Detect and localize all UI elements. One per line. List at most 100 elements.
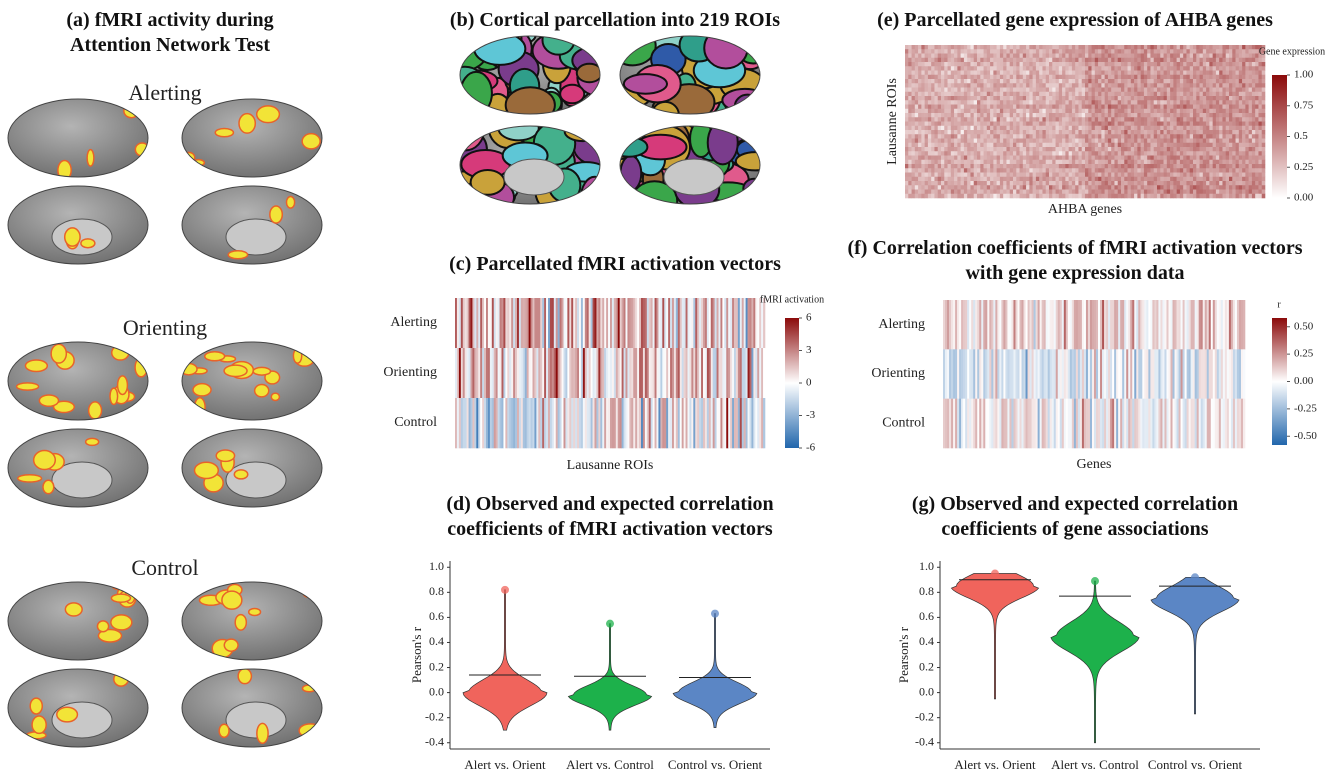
heatmap-cell	[1075, 194, 1079, 199]
heatmap-cell	[624, 398, 626, 448]
heatmap-cell	[1092, 113, 1096, 118]
heatmap-cell	[1059, 168, 1063, 173]
heatmap-cell	[1033, 130, 1037, 135]
heatmap-cell	[1092, 156, 1096, 161]
heatmap-cell	[967, 109, 971, 114]
heatmap-cell	[1144, 177, 1148, 182]
heatmap-cell	[921, 96, 925, 101]
heatmap-cell	[1108, 190, 1112, 195]
heatmap-cell	[1262, 113, 1266, 118]
heatmap-cell	[598, 298, 600, 348]
heatmap-cell	[1108, 126, 1112, 131]
heatmap-cell	[1033, 96, 1037, 101]
heatmap-cell	[1092, 177, 1096, 182]
heatmap-cell	[719, 298, 721, 348]
heatmap-cell	[1226, 130, 1230, 135]
heatmap-cell	[1239, 185, 1243, 190]
heatmap-cell	[571, 298, 573, 348]
heatmap-cell	[1121, 194, 1125, 199]
heatmap-cell	[1232, 173, 1236, 178]
heatmap-cell	[1213, 126, 1217, 131]
heatmap-cell	[1196, 164, 1200, 169]
heatmap-cell	[964, 62, 968, 67]
heatmap-cell	[655, 348, 657, 398]
heatmap-cell	[941, 190, 945, 195]
heatmap-cell	[697, 348, 699, 398]
heatmap-cell	[1062, 117, 1066, 122]
heatmap-cell	[967, 151, 971, 156]
heatmap-cell	[944, 117, 948, 122]
heatmap-cell	[1255, 134, 1259, 139]
heatmap-cell	[997, 105, 1001, 110]
heatmap-cell	[974, 58, 978, 63]
heatmap-cell	[1016, 100, 1020, 105]
heatmap-cell	[1131, 122, 1135, 127]
heatmap-cell	[1059, 75, 1063, 80]
heatmap-cell	[1121, 168, 1125, 173]
heatmap-cell	[1013, 117, 1017, 122]
heatmap-cell	[1118, 71, 1122, 76]
heatmap-cell	[1088, 96, 1092, 101]
heatmap-cell	[931, 122, 935, 127]
heatmap-cell	[1255, 190, 1259, 195]
heatmap-cell	[1157, 66, 1161, 71]
heatmap-cell	[608, 298, 610, 348]
heatmap-cell	[1065, 75, 1069, 80]
heatmap-cell	[1232, 113, 1236, 118]
heatmap-cell	[1101, 117, 1105, 122]
heatmap-cell	[1147, 177, 1151, 182]
heatmap-cell	[1056, 62, 1060, 67]
heatmap-cell	[967, 134, 971, 139]
heatmap-cell	[1085, 100, 1089, 105]
heatmap-cell	[1236, 71, 1240, 76]
heatmap-cell	[1046, 130, 1050, 135]
heatmap-cell	[1131, 130, 1135, 135]
heatmap-cell	[912, 117, 916, 122]
heatmap-cell	[961, 45, 965, 50]
heatmap-cell	[1141, 181, 1145, 186]
heatmap-cell	[1157, 58, 1161, 63]
heatmap-cell	[1078, 83, 1082, 88]
heatmap-cell	[1170, 49, 1174, 54]
heatmap-cell	[957, 88, 961, 93]
heatmap-cell	[1221, 300, 1223, 350]
heatmap-cell	[602, 298, 604, 348]
activation	[183, 152, 194, 162]
heatmap-cell	[1010, 164, 1014, 169]
heatmap-cell	[1114, 88, 1118, 93]
heatmap-cell	[990, 88, 994, 93]
heatmap-cell	[720, 398, 722, 448]
y-tick-label: 0.2	[429, 659, 444, 673]
heatmap-cell	[674, 298, 676, 348]
heatmap-cell	[1173, 147, 1177, 152]
heatmap-cell	[1111, 177, 1115, 182]
heatmap-cell	[931, 92, 935, 97]
heatmap-cell	[941, 151, 945, 156]
heatmap-cell	[1226, 88, 1230, 93]
heatmap-cell	[938, 156, 942, 161]
heatmap-cell	[921, 139, 925, 144]
heatmap-cell	[1150, 75, 1154, 80]
heatmap-cell	[1062, 181, 1066, 186]
heatmap-cell	[1190, 58, 1194, 63]
heatmap-cell	[527, 348, 529, 398]
heatmap-cell	[1088, 185, 1092, 190]
heatmap-cell	[938, 173, 942, 178]
heatmap-cell	[1190, 190, 1194, 195]
heatmap-cell	[954, 58, 958, 63]
heatmap-cell	[1124, 83, 1128, 88]
heatmap-cell	[977, 83, 981, 88]
heatmap-cell	[1088, 173, 1092, 178]
heatmap-cell	[1252, 92, 1256, 97]
heatmap-cell	[1216, 147, 1220, 152]
heatmap-cell	[1232, 181, 1236, 186]
heatmap-cell	[670, 398, 672, 448]
heatmap-cell	[1239, 113, 1243, 118]
heatmap-cell	[1026, 100, 1030, 105]
heatmap-cell	[1131, 134, 1135, 139]
heatmap-cell	[1056, 66, 1060, 71]
heatmap-cell	[1032, 349, 1034, 399]
heatmap-cell	[536, 398, 538, 448]
heatmap-cell	[581, 348, 583, 398]
heatmap-cell	[674, 348, 676, 398]
